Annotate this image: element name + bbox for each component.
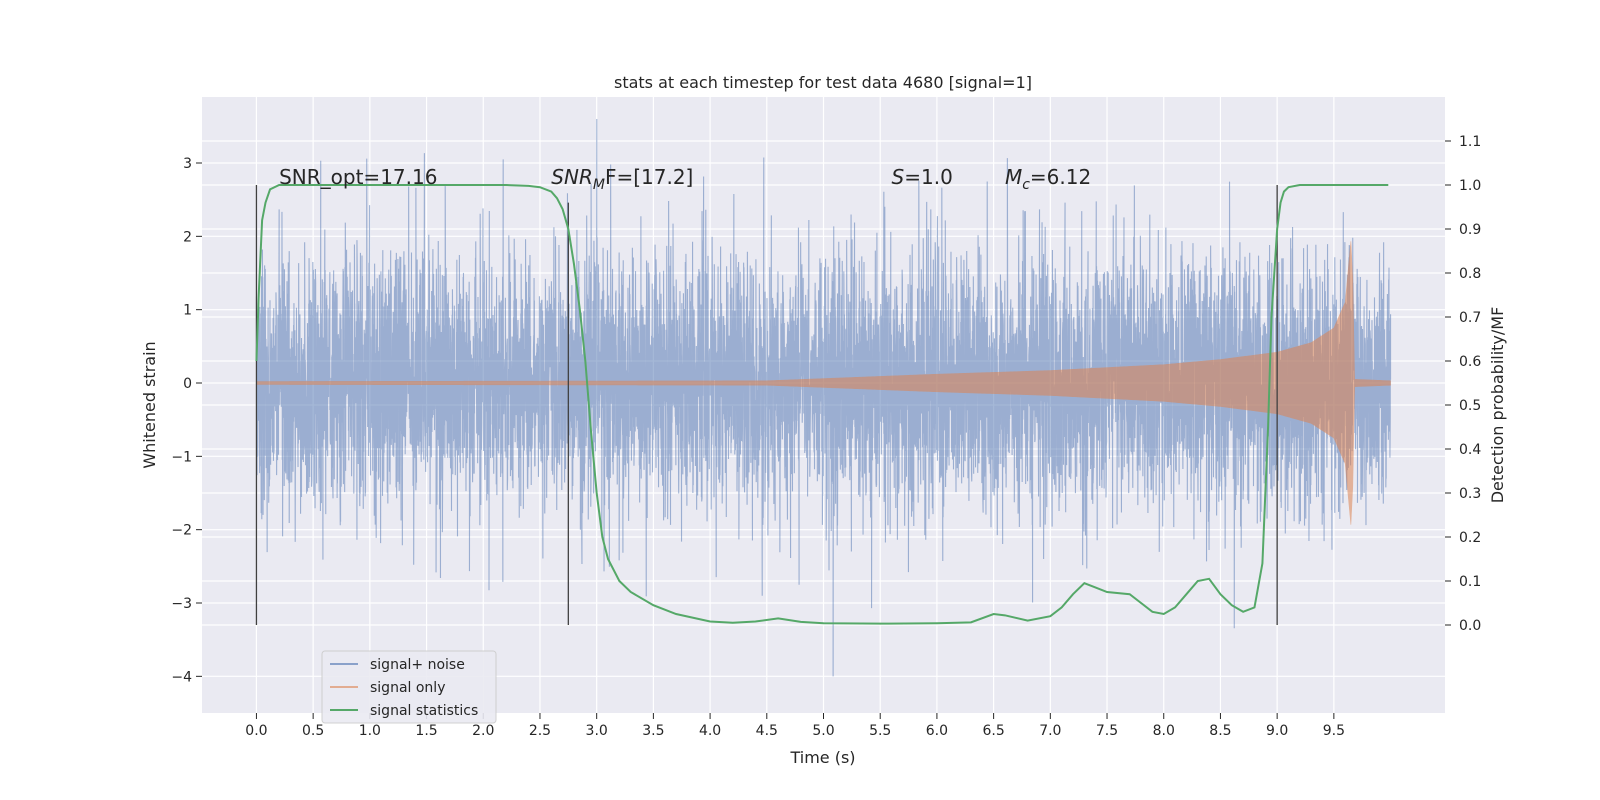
x-axis-label: Time (s) [789, 748, 855, 767]
legend-label-signal-plus-noise: signal+ noise [370, 657, 465, 673]
y2-tick-label: 1.0 [1459, 178, 1481, 194]
x-tick-label: 1.5 [415, 723, 437, 739]
y2-tick-label: 0.1 [1459, 574, 1481, 590]
series-path-signal-only [256, 241, 1391, 525]
y2-tick-label: 0.6 [1459, 354, 1481, 370]
x-tick-label: 9.0 [1266, 723, 1288, 739]
y2-tick-label: 1.1 [1459, 134, 1481, 150]
annotation-snr_mf: SNRMF=[17.2] [551, 165, 693, 193]
annotation-s: S=1.0 [892, 165, 953, 189]
legend-box [321, 650, 497, 724]
y-tick-label: 2 [183, 229, 192, 245]
x-axis-ticks: 0.0 0.5 1.0 1.5 2.0 2.5 3.0 3.5 4.0 4.5 5.0 5.5 6.0 6… [245, 713, 1345, 739]
y2-tick-label: 0.3 [1459, 486, 1481, 502]
y2-tick-label: 0.2 [1459, 530, 1481, 546]
y-tick-label: 1 [183, 303, 192, 319]
y-axis-label: Whitened strain [140, 341, 159, 468]
x-tick-label: 2.5 [529, 723, 551, 739]
x-tick-label: 4.0 [699, 723, 721, 739]
x-tick-label: 3.5 [642, 723, 664, 739]
x-tick-label: 4.5 [756, 723, 778, 739]
y2-axis-label: Detection probability/MF [1488, 307, 1507, 504]
y-tick-label: −1 [171, 449, 192, 465]
series-path-signal-statistics [255, 184, 1389, 625]
series-signal-only [256, 241, 1391, 525]
series-signal-statistics [255, 184, 1389, 625]
annotation-snr_opt: SNR_opt=17.16 [279, 165, 437, 189]
y2-tick-label: 0.5 [1459, 398, 1481, 414]
x-tick-label: 5.0 [812, 723, 834, 739]
y-tick-label: −3 [171, 596, 192, 612]
x-tick-label: 8.5 [1209, 723, 1231, 739]
y-axis-ticks: −4 −3 −2 −1 0 1 2 3 [171, 156, 202, 685]
y-tick-label: 3 [183, 156, 192, 172]
x-tick-label: 7.5 [1096, 723, 1118, 739]
y-tick-label: −4 [171, 669, 192, 685]
x-tick-label: 9.5 [1323, 723, 1345, 739]
y-tick-label: −2 [171, 523, 192, 539]
x-tick-label: 8.0 [1153, 723, 1175, 739]
legend-label-signal-only: signal only [370, 680, 445, 696]
y-tick-label: 0 [183, 376, 192, 392]
x-tick-label: 6.0 [926, 723, 948, 739]
y2-tick-label: 0.8 [1459, 266, 1481, 282]
x-tick-label: 3.0 [586, 723, 608, 739]
y2-tick-label: 0.0 [1459, 618, 1481, 634]
x-tick-label: 0.5 [302, 723, 324, 739]
x-tick-label: 7.0 [1039, 723, 1061, 739]
y2-tick-label: 0.7 [1459, 310, 1481, 326]
annotations: SNR_opt=17.16 SNRMF=[17.2] S=1.0 Mc=6.12 [279, 165, 1091, 193]
legend: signal+ noise signal only signal statist… [321, 650, 497, 724]
y2-tick-label: 0.4 [1459, 442, 1481, 458]
annotation-mc: Mc=6.12 [1005, 165, 1091, 193]
y2-tick-label: 0.9 [1459, 222, 1481, 238]
legend-label-signal-statistics: signal statistics [370, 703, 478, 719]
x-tick-label: 2.0 [472, 723, 494, 739]
vertical-markers [255, 185, 1278, 625]
chart-title: stats at each timestep for test data 468… [614, 73, 1032, 92]
x-tick-label: 1.0 [359, 723, 381, 739]
x-tick-label: 5.5 [869, 723, 891, 739]
x-tick-label: 0.0 [245, 723, 267, 739]
y2-axis-ticks: 0.0 0.1 0.2 0.3 0.4 0.5 0.6 0.7 0.8 0.9 1.0 1.1 [1445, 134, 1481, 634]
x-tick-label: 6.5 [982, 723, 1004, 739]
